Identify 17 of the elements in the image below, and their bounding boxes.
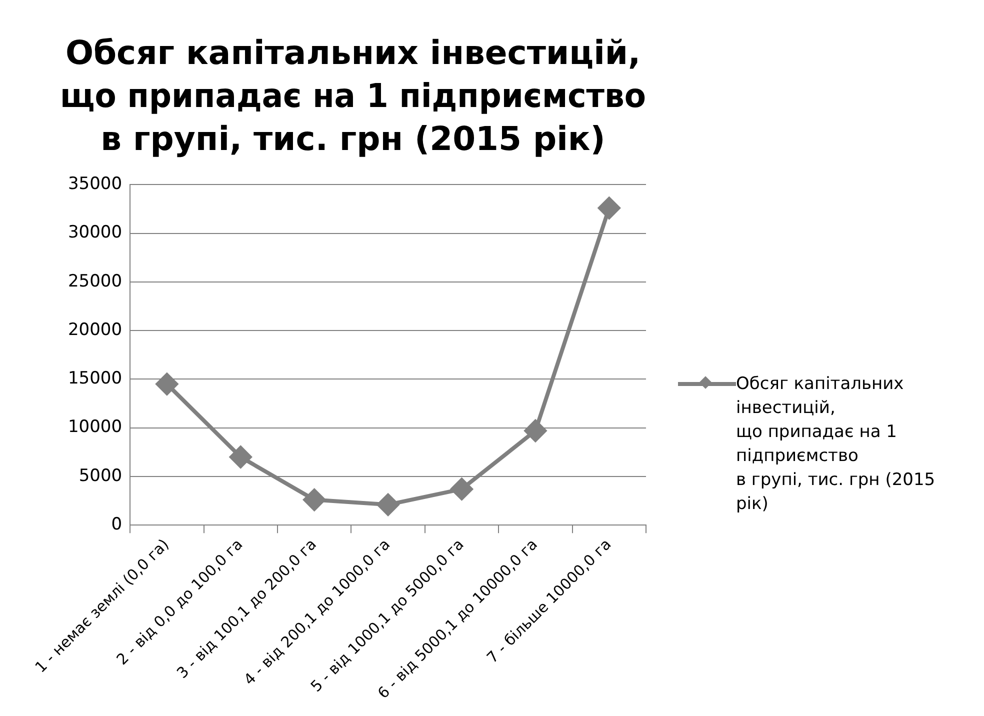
point bbox=[377, 494, 400, 516]
y-tick-label: 5000 bbox=[78, 466, 122, 486]
point bbox=[230, 446, 252, 468]
legend-label: Обсяг капітальних інвестицій, що припадає на 1 підприємство в групі, тис. грн (2015 рік) bbox=[736, 373, 936, 516]
y-tick-label: 35000 bbox=[68, 174, 122, 194]
point bbox=[524, 420, 546, 442]
point bbox=[598, 197, 620, 220]
y-tick-label: 20000 bbox=[68, 320, 122, 340]
y-tick-label: 10000 bbox=[68, 417, 122, 438]
y-tick-label: 30000 bbox=[68, 222, 122, 243]
point bbox=[450, 478, 473, 500]
point bbox=[303, 488, 326, 511]
y-tick-label: 25000 bbox=[68, 271, 122, 292]
y-tick-label: 0 bbox=[111, 514, 122, 534]
chart-title: Обсяг капітальних інвестицій, що припадає на 1 підприємство в групі, тис. грн (2015 рік) bbox=[60, 33, 646, 158]
y-tick-label: 15000 bbox=[68, 368, 122, 389]
point bbox=[156, 373, 178, 396]
